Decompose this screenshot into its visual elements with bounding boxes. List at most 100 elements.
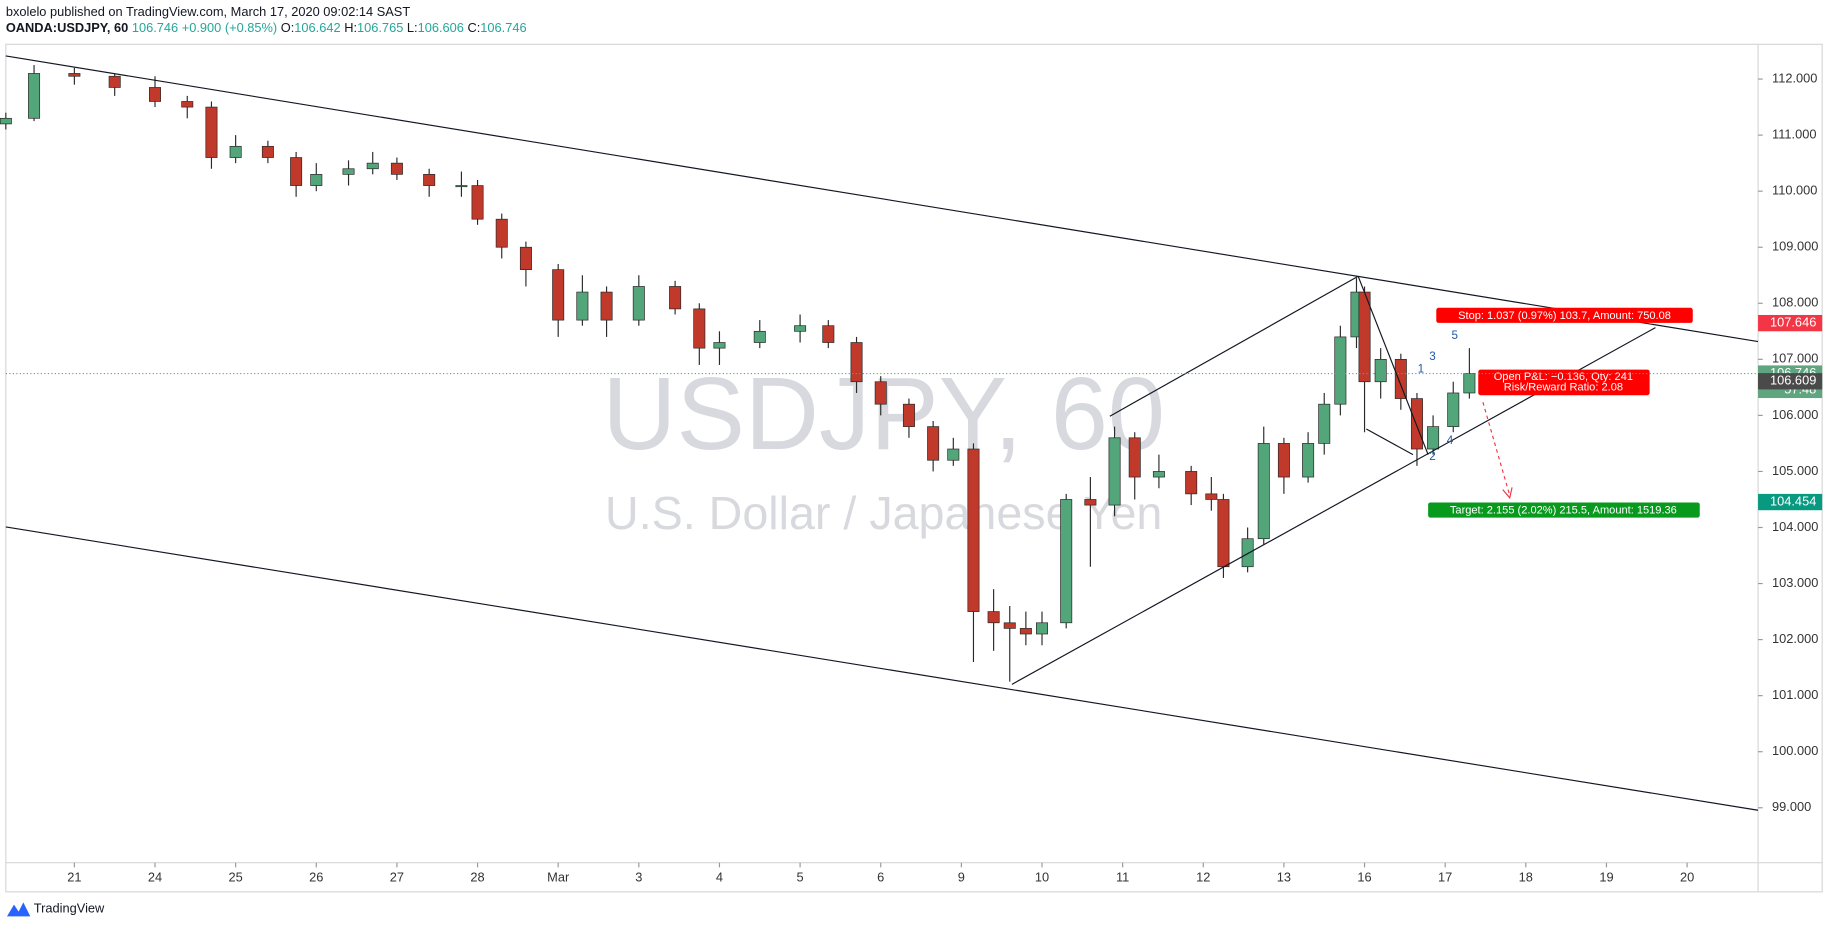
y-tick-label: 110.000	[1772, 183, 1817, 198]
candle-body	[1036, 622, 1048, 635]
candle-body	[967, 448, 980, 612]
candle-body	[1277, 443, 1290, 478]
author-line: bxolelo published on TradingView.com, Ma…	[6, 4, 410, 19]
pnl-box	[1478, 369, 1650, 396]
ohlc-value: 106.606	[418, 21, 464, 36]
trend-line	[5, 55, 1759, 343]
candle-body	[1185, 471, 1198, 495]
candle-body	[632, 286, 645, 321]
candle-body	[576, 291, 589, 321]
wave-label: 4	[1447, 434, 1454, 447]
ohlc-label: H:	[344, 21, 357, 36]
candle-body	[1427, 426, 1440, 450]
candle-body	[1447, 392, 1460, 427]
candle-body	[68, 73, 81, 77]
candle-body	[310, 174, 323, 186]
x-tick-label: 24	[148, 869, 162, 884]
x-tick-label: 16	[1357, 869, 1371, 884]
trend-line	[1109, 275, 1359, 417]
candle-body	[927, 426, 940, 461]
candle-body	[1394, 358, 1407, 399]
y-tick-label: 100.000	[1772, 743, 1818, 758]
candle-body	[149, 87, 162, 102]
x-tick-label: 6	[877, 869, 884, 884]
stop-label: Stop: 1.037 (0.97%) 103.7, Amount: 750.0…	[1458, 310, 1671, 322]
x-tick-label: 12	[1196, 869, 1210, 884]
ratio-label: Risk/Reward Ratio: 2.08	[1504, 382, 1623, 394]
y-tick-label: 106.000	[1772, 407, 1818, 422]
y-tick-label: 102.000	[1772, 631, 1818, 646]
candle-body	[366, 162, 379, 170]
candle-body	[850, 342, 863, 383]
candle-body	[1257, 443, 1270, 540]
candle-body	[1128, 437, 1141, 478]
price-tag	[1758, 314, 1823, 332]
candle-body	[108, 75, 121, 88]
wave-label: 2	[1429, 450, 1435, 463]
price-tag	[1758, 493, 1823, 511]
candle-body	[713, 342, 726, 349]
brand-logo	[6, 902, 31, 917]
ohlc-label: C:	[467, 21, 480, 36]
x-tick-label: Mar	[547, 869, 570, 884]
symbol: OANDA:USDJPY, 60	[6, 21, 128, 36]
wave-label: 1	[1418, 363, 1424, 376]
x-tick-label: 25	[229, 869, 243, 884]
candle-body	[987, 611, 1000, 624]
candle-body	[1084, 499, 1097, 506]
candle-body	[1060, 499, 1073, 624]
candle-body	[1358, 291, 1371, 383]
candle-body	[1152, 471, 1165, 478]
x-tick-label: 9	[958, 869, 965, 884]
candle-body	[455, 185, 468, 188]
candle-body	[874, 381, 887, 405]
y-tick-label: 108.000	[1772, 295, 1818, 310]
y-tick-label: 107.000	[1772, 351, 1818, 366]
watermark-subtitle: U.S. Dollar / Japanese Yen	[605, 487, 1162, 539]
y-tick-label: 111.000	[1772, 127, 1816, 142]
candle-body	[600, 291, 613, 321]
candle-body	[1463, 373, 1476, 394]
candle-body	[794, 325, 807, 332]
candle-body	[1019, 628, 1032, 635]
candle-body	[693, 308, 706, 349]
candle-body	[390, 162, 403, 175]
brand-name: TradingView	[34, 901, 105, 916]
x-tick-label: 27	[390, 869, 404, 884]
x-tick-label: 11	[1116, 869, 1129, 884]
arrow-head	[1502, 487, 1513, 500]
ohlc-value: 106.746	[480, 21, 526, 36]
candle-body	[1410, 398, 1423, 450]
candle-body	[28, 73, 41, 119]
candle-body	[1318, 403, 1331, 444]
x-tick-label: 4	[716, 869, 723, 884]
wave-label: 5	[1451, 329, 1457, 342]
target-box	[1428, 502, 1700, 518]
ohlc-value: 106.765	[357, 21, 403, 36]
x-tick-label: 21	[67, 869, 81, 884]
y-tick-label: 103.000	[1772, 575, 1818, 590]
candle-body	[0, 117, 12, 125]
x-tick-label: 10	[1035, 869, 1049, 884]
price-tag-label: 107.646	[1770, 315, 1816, 330]
candle-body	[902, 403, 915, 427]
candle-body	[342, 168, 355, 175]
candle-body	[229, 145, 242, 158]
candle-body	[1205, 493, 1218, 500]
projection-arrow	[1482, 402, 1511, 496]
ohlc-label: L:	[407, 21, 418, 36]
candle-body	[423, 174, 436, 186]
trend-line	[1357, 276, 1429, 455]
candle-body	[947, 448, 960, 461]
candle-body	[1302, 443, 1315, 478]
x-tick-label: 3	[635, 869, 642, 884]
x-tick-label: 17	[1438, 869, 1452, 884]
trend-line	[1366, 428, 1414, 456]
price-tag	[1758, 373, 1823, 390]
candle-body	[1374, 358, 1387, 383]
pane-border	[5, 43, 1823, 893]
candle-body	[261, 145, 274, 158]
stop-box	[1436, 307, 1693, 323]
candle-body	[552, 269, 565, 321]
